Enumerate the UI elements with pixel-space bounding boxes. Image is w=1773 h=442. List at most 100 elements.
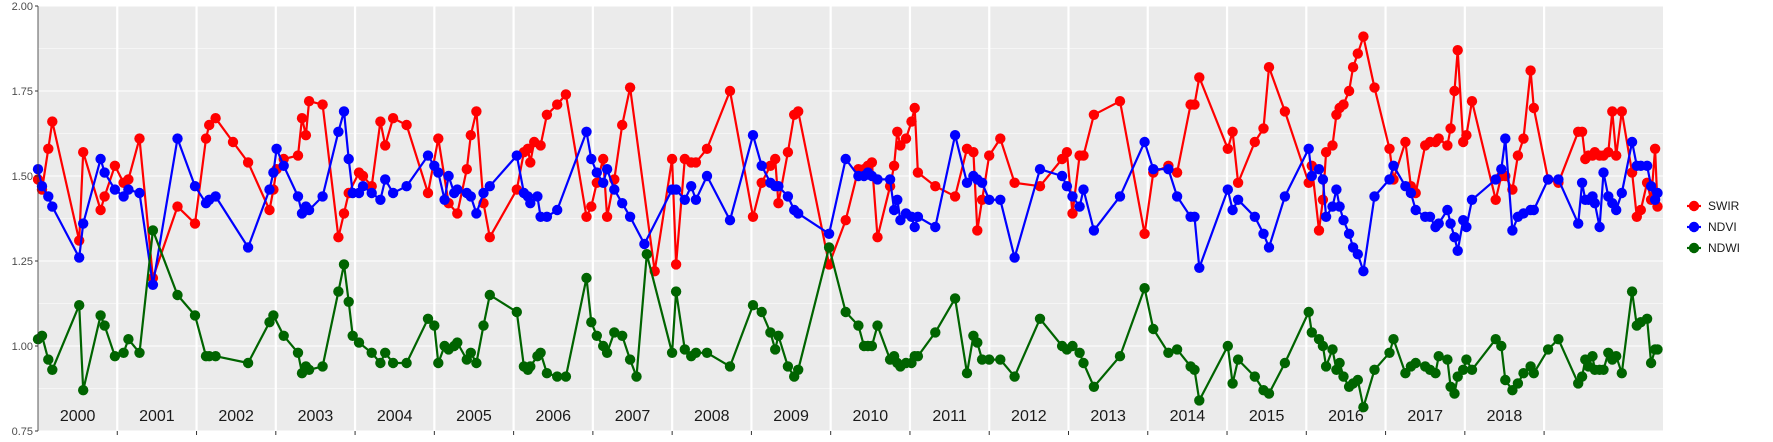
data-point-ndvi — [1279, 191, 1291, 202]
data-point-swir — [906, 116, 917, 127]
data-point-ndvi — [1067, 191, 1078, 202]
data-point-ndvi — [452, 184, 463, 195]
data-point-swir — [1067, 208, 1078, 219]
data-point-ndvi — [1589, 198, 1601, 209]
data-point-ndvi — [598, 177, 609, 188]
data-point-ndwi — [930, 327, 941, 338]
y-tick-label: 1.50 — [12, 171, 33, 183]
data-point-swir — [888, 160, 900, 171]
data-point-swir — [1263, 61, 1275, 73]
data-point-ndvi — [1553, 174, 1564, 185]
data-point-ndwi — [756, 306, 767, 318]
legend-label: SWIR — [1708, 199, 1740, 213]
data-point-swir — [401, 119, 412, 131]
data-point-swir — [1384, 143, 1395, 154]
data-point-ndvi — [1249, 211, 1261, 222]
data-point-ndwi — [1410, 357, 1421, 369]
data-point-ndvi — [690, 194, 702, 205]
year-label: 2004 — [377, 408, 413, 425]
data-point-swir — [172, 201, 183, 212]
data-point-swir — [1061, 147, 1073, 158]
data-point-ndwi — [912, 351, 924, 362]
data-point-ndwi — [1327, 344, 1338, 355]
data-point-swir — [1452, 45, 1463, 56]
data-point-ndvi — [1343, 228, 1355, 239]
data-point-ndwi — [770, 344, 781, 355]
data-point-ndvi — [210, 191, 221, 202]
data-point-ndvi — [1189, 211, 1200, 222]
data-point-ndvi — [189, 181, 201, 192]
data-point-swir — [1114, 96, 1126, 107]
year-labels: 2000 2001 2002 2003 2004 2005 2006 2007 2008 2009… — [60, 408, 1523, 425]
data-point-ndvi — [1056, 170, 1068, 182]
year-label: 2006 — [535, 408, 571, 425]
data-point-ndvi — [43, 191, 54, 202]
data-point-ndvi — [1222, 184, 1234, 195]
data-point-ndwi — [95, 310, 106, 321]
data-point-ndvi — [1088, 225, 1100, 236]
data-point-ndwi — [1598, 364, 1609, 375]
data-point-swir — [690, 157, 702, 168]
data-point-ndvi — [1496, 164, 1507, 175]
data-point-swir — [1249, 136, 1261, 148]
data-point-swir — [1232, 177, 1244, 188]
data-point-ndvi — [387, 187, 399, 199]
data-point-ndvi — [872, 174, 883, 185]
data-point-ndwi — [641, 249, 652, 260]
data-point-swir — [1171, 167, 1183, 178]
data-point-ndvi — [264, 184, 275, 195]
year-label: 2016 — [1328, 408, 1364, 425]
data-point-ndwi — [1139, 283, 1150, 294]
data-point-ndwi — [552, 371, 563, 382]
data-point-ndwi — [1358, 402, 1369, 413]
data-point-ndvi — [268, 167, 279, 178]
data-point-ndwi — [1433, 351, 1444, 362]
data-point-ndvi — [686, 181, 697, 192]
y-tick-label: 1.25 — [12, 256, 33, 268]
data-point-swir — [1607, 106, 1618, 117]
legend-key-point — [1688, 200, 1700, 212]
data-point-ndvi — [338, 106, 350, 117]
data-point-swir — [1635, 204, 1647, 216]
data-point-ndvi — [617, 198, 628, 209]
data-point-ndvi — [1641, 160, 1653, 171]
data-point-ndvi — [773, 181, 784, 192]
data-point-ndwi — [1067, 340, 1078, 352]
data-point-ndwi — [1189, 364, 1200, 375]
y-tick-label: 2.00 — [12, 1, 33, 13]
data-point-ndvi — [375, 194, 386, 205]
data-point-swir — [840, 215, 851, 226]
data-point-swir — [747, 211, 759, 222]
data-point-ndvi — [1645, 181, 1657, 192]
data-point-swir — [242, 157, 254, 168]
data-point-swir — [601, 211, 613, 222]
data-point-ndwi — [1320, 361, 1332, 372]
data-point-ndwi — [478, 320, 489, 331]
data-point-ndvi — [1449, 232, 1460, 243]
data-point-ndvi — [1078, 184, 1089, 195]
data-point-swir — [380, 140, 391, 151]
data-point-ndwi — [1626, 286, 1638, 297]
data-point-swir — [95, 204, 106, 216]
data-point-ndwi — [1388, 334, 1399, 345]
data-point-ndvi — [701, 170, 713, 182]
data-point-ndwi — [36, 330, 48, 341]
data-point-ndvi — [976, 177, 988, 188]
data-point-ndwi — [961, 368, 973, 379]
data-point-ndwi — [1263, 388, 1275, 399]
data-point-ndwi — [995, 354, 1006, 365]
data-point-swir — [338, 208, 350, 219]
data-point-swir — [47, 116, 58, 127]
data-point-swir — [465, 130, 476, 141]
year-label: 2010 — [853, 408, 889, 425]
data-point-ndvi — [99, 167, 110, 178]
data-point-swir — [1603, 147, 1614, 158]
data-point-ndvi — [1148, 164, 1159, 175]
data-point-swir — [866, 157, 878, 168]
data-point-swir — [972, 225, 983, 236]
data-point-ndvi — [1405, 187, 1417, 199]
data-point-ndwi — [1384, 347, 1395, 358]
data-point-ndvi — [47, 201, 58, 212]
data-point-ndvi — [1338, 215, 1349, 226]
data-point-ndvi — [1034, 164, 1046, 175]
